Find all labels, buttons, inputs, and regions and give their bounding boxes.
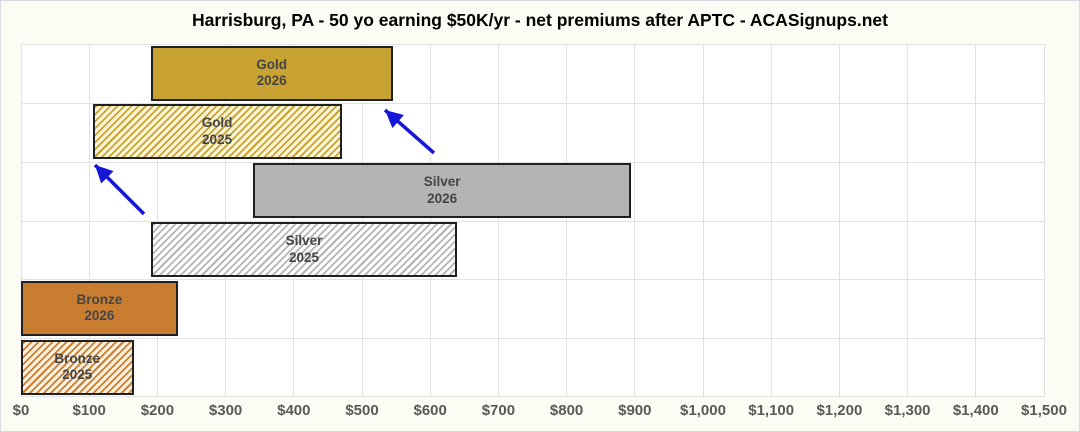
x-tick-label: $500 bbox=[345, 402, 379, 419]
vertical-gridline bbox=[1043, 44, 1045, 397]
horizontal-gridline bbox=[21, 338, 1044, 340]
plot-area: Gold 2026 Gold 2025 Silver 2026 Silver 2025 Bron… bbox=[20, 44, 1045, 397]
x-tick-label: $1,400 bbox=[952, 402, 999, 419]
bar-label-line: Gold bbox=[201, 115, 233, 131]
bar-label-line: Silver bbox=[285, 233, 323, 248]
x-tick-label: $800 bbox=[549, 402, 584, 419]
bar-gold-2025: Gold 2025 bbox=[92, 104, 342, 160]
chart-title: Harrisburg, PA - 50 yo earning $50K/yr -… bbox=[192, 10, 888, 30]
x-tick-label: $1,000 bbox=[680, 402, 726, 419]
bar-label-line: 2025 bbox=[289, 249, 320, 265]
bar-label-line: 2025 bbox=[202, 131, 233, 147]
bar-silver-2026: Silver 2026 bbox=[252, 163, 632, 219]
x-tick-label: $700 bbox=[481, 402, 516, 419]
x-tick-label: $200 bbox=[140, 402, 175, 419]
x-tick-label: $300 bbox=[208, 402, 243, 419]
bar-label-line: 2026 bbox=[427, 190, 458, 206]
x-tick-label: $400 bbox=[277, 402, 311, 419]
x-tick-label: $600 bbox=[413, 402, 447, 419]
bar-label-line: 2026 bbox=[84, 308, 115, 324]
bar-gold-2026: Gold 2026 bbox=[150, 45, 393, 101]
bar-label-line: Gold bbox=[256, 56, 287, 72]
bar-label-line: 2025 bbox=[62, 367, 93, 383]
horizontal-gridline bbox=[21, 44, 1044, 45]
horizontal-gridline bbox=[21, 279, 1044, 281]
x-tick-label: $1,200 bbox=[816, 402, 863, 419]
horizontal-gridline bbox=[21, 220, 1044, 222]
horizontal-gridline bbox=[21, 161, 1044, 163]
x-tick-label: $0 bbox=[12, 402, 30, 419]
x-tick-label: $1,500 bbox=[1021, 402, 1067, 419]
x-tick-label: $900 bbox=[618, 402, 652, 419]
bar-label-line: Silver bbox=[423, 174, 461, 190]
bar-bronze-2025: Bronze 2025 bbox=[21, 339, 134, 395]
bar-silver-2025: Silver 2025 bbox=[150, 222, 458, 277]
bar-bronze-2026: Bronze 2026 bbox=[21, 280, 178, 336]
horizontal-gridline bbox=[21, 396, 1044, 397]
bar-label-line: Bronze bbox=[54, 350, 101, 366]
x-tick-label: $1,100 bbox=[748, 402, 795, 419]
bar-label-line: 2026 bbox=[256, 73, 287, 88]
x-tick-label: $100 bbox=[72, 402, 106, 419]
bar-label-line: Bronze bbox=[76, 291, 123, 307]
x-tick-label: $1,300 bbox=[884, 402, 931, 419]
horizontal-gridline bbox=[21, 102, 1044, 104]
